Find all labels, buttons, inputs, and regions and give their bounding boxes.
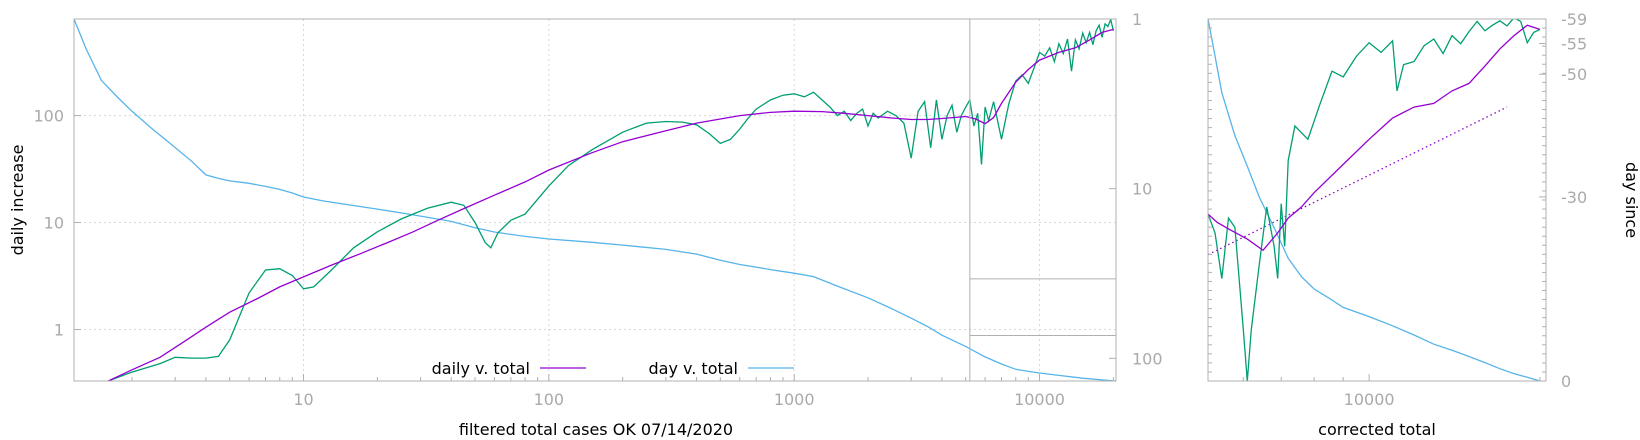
side-y2-tick-label: -50 [1561,65,1587,84]
main-x-tick-label: 1000 [774,390,815,409]
axes-layer: 10 100 1000 10000 1 10 100 1 10 100 10000 -59 -55 -50… [33,10,1587,409]
side-y2-tick-label: 0 [1561,372,1571,391]
main-y2-tick-label: 1 [1132,10,1142,29]
grid-layer [74,19,1116,381]
side-y2-tick-label: -59 [1561,10,1587,29]
series-day-v-total [74,19,1116,381]
plot-layer [74,19,1541,381]
side-x-tick-label: 10000 [1344,390,1395,409]
legend: daily v. total day v. total [432,359,794,378]
side-series-trend-dotted [1208,106,1508,256]
side-plot-frame [1207,18,1547,382]
series-daily-raw [108,19,1115,381]
main-y2-tick-label: 10 [1132,180,1152,199]
side-series-daily-raw [1208,19,1541,381]
series-daily-v-total [108,28,1114,381]
main-y-tick-label: 10 [44,214,64,233]
main-y-tick-label: 1 [54,321,64,340]
main-x-tick-label: 10 [293,390,313,409]
main-y2-tick-label: 100 [1132,349,1163,368]
main-x-tick-label: 10000 [1014,390,1065,409]
main-x-tick-label: 100 [534,390,565,409]
legend-label-daily-v-total: daily v. total [432,359,530,378]
main-y-axis-label: daily increase [8,145,27,256]
main-y-tick-label: 100 [33,107,64,126]
legend-label-day-v-total: day v. total [649,359,739,378]
side-y2-tick-label: -55 [1561,35,1587,54]
side-y2-axis-label: day since [1622,162,1640,238]
main-plot-frame [73,18,1117,382]
side-x-axis-label: corrected total [1318,420,1436,439]
side-y2-tick-label: -30 [1561,188,1587,207]
main-x-axis-label: filtered total cases OK 07/14/2020 [459,420,733,439]
side-series-daily-smooth [1208,24,1541,252]
side-series-day-since [1208,19,1541,381]
